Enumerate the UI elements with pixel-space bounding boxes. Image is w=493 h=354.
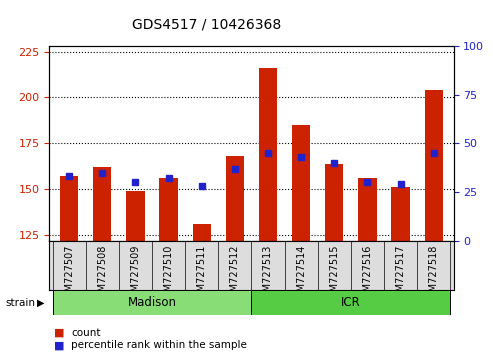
Bar	[60, 176, 78, 241]
Text: GSM727507: GSM727507	[64, 245, 74, 304]
Text: GSM727517: GSM727517	[395, 245, 406, 304]
Text: GSM727510: GSM727510	[164, 245, 174, 304]
Bar	[424, 90, 443, 241]
Bar	[391, 188, 410, 241]
Text: GSM727518: GSM727518	[429, 245, 439, 304]
Text: GSM727508: GSM727508	[97, 245, 107, 304]
Text: GSM727511: GSM727511	[197, 245, 207, 304]
Text: percentile rank within the sample: percentile rank within the sample	[71, 340, 247, 350]
Text: Madison: Madison	[128, 296, 176, 309]
Text: ■: ■	[54, 328, 65, 338]
Text: GSM727516: GSM727516	[362, 245, 372, 304]
Bar	[93, 167, 111, 241]
Text: ▶: ▶	[37, 298, 44, 308]
Text: GSM727514: GSM727514	[296, 245, 306, 304]
Text: ■: ■	[54, 340, 65, 350]
Bar	[292, 125, 310, 241]
Bar	[226, 156, 244, 241]
Bar	[53, 290, 251, 315]
Bar	[259, 68, 277, 241]
Text: GDS4517 / 10426368: GDS4517 / 10426368	[133, 18, 282, 32]
Bar	[325, 164, 344, 241]
Text: ICR: ICR	[341, 296, 361, 309]
Bar	[159, 178, 177, 241]
Text: GSM727513: GSM727513	[263, 245, 273, 304]
Bar	[126, 191, 144, 241]
Text: GSM727515: GSM727515	[329, 245, 339, 304]
Bar	[358, 178, 377, 241]
Text: count: count	[71, 328, 101, 338]
Text: GSM727512: GSM727512	[230, 245, 240, 304]
Text: strain: strain	[5, 298, 35, 308]
Bar	[193, 224, 211, 241]
Text: GSM727509: GSM727509	[131, 245, 141, 304]
Bar	[251, 290, 450, 315]
